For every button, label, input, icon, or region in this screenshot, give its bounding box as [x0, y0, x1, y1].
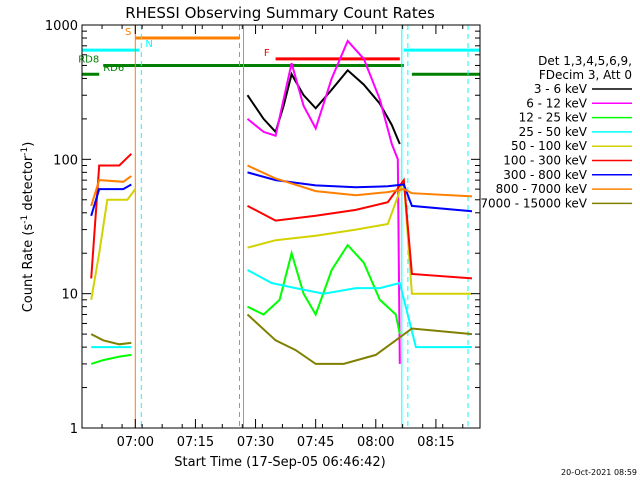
flag-marker-lines: [134, 25, 469, 428]
timestamp: 20-Oct-2021 08:59: [561, 468, 637, 477]
series-line-7000-15000-kev: [90, 333, 132, 346]
series-line-100-300-kev: [247, 177, 473, 280]
flag-label-s: S: [125, 27, 131, 38]
series-line-12-25-kev: [247, 243, 401, 335]
y-tick-label: 1000: [45, 19, 78, 34]
legend-header-line: FDecim 3, Att 0: [539, 68, 632, 82]
x-tick-label: 08:00: [357, 435, 394, 450]
flag-label-f: F: [264, 48, 270, 59]
observing-flag-bars: S N F RD8 RD6: [78, 27, 480, 76]
plot-frame: [81, 24, 481, 429]
legend-label: 300 - 800 keV: [503, 168, 587, 182]
legend-label: 3 - 6 keV: [534, 82, 588, 96]
series-line-12-25-kev: [90, 353, 132, 365]
x-tick-label: 07:30: [237, 435, 274, 450]
legend: Det 1,3,4,5,6,9, FDecim 3, Att 0 3 - 6 k…: [480, 54, 632, 210]
legend-label: 50 - 100 keV: [511, 139, 588, 153]
axes: 07:00 07:15 07:30 07:45 08:00 08:15 1 10 100 1000: [45, 19, 480, 450]
legend-label: 100 - 300 keV: [503, 154, 587, 168]
series-line-6-12-kev: [246, 39, 401, 364]
legend-label: 12 - 25 keV: [519, 111, 588, 125]
x-tick-label: 07:00: [117, 435, 154, 450]
flag-label-rd6: RD6: [103, 63, 124, 74]
legend-label: 7000 - 15000 keV: [480, 196, 587, 210]
series-line-800-7000-kev: [247, 164, 473, 198]
y-tick-label: 10: [61, 288, 78, 303]
series-line-3-6-kev: [246, 68, 401, 145]
y-axis-label: Count Rate (s-1 detector-1): [20, 142, 36, 313]
legend-label: 800 - 7000 keV: [496, 182, 588, 196]
flag-label-n: N: [145, 39, 152, 50]
x-tick-label: 07:15: [177, 435, 214, 450]
series-line-7000-15000-kev: [246, 313, 473, 365]
x-tick-label: 08:15: [417, 435, 454, 450]
chart-title: RHESSI Observing Summary Count Rates: [125, 4, 435, 22]
series-line-300-800-kev: [90, 183, 132, 217]
y-tick-label: 1: [70, 422, 78, 437]
series-line-50-100-kev: [90, 188, 137, 300]
series-line-25-50-kev: [247, 269, 472, 349]
count-rate-series: [90, 39, 473, 365]
series-line-300-800-kev: [247, 171, 473, 213]
y-tick-label: 100: [53, 153, 78, 168]
series-line-800-7000-kev: [90, 175, 132, 207]
x-tick-label: 07:45: [297, 435, 334, 450]
series-line-50-100-kev: [247, 179, 472, 295]
legend-label: 25 - 50 keV: [519, 125, 588, 139]
legend-label: 6 - 12 keV: [526, 96, 588, 110]
x-axis-label: Start Time (17-Sep-05 06:46:42): [174, 455, 385, 470]
flag-label-rd8: RD8: [78, 54, 99, 65]
legend-header-line: Det 1,3,4,5,6,9,: [538, 54, 632, 68]
series-line-100-300-kev: [90, 153, 132, 279]
